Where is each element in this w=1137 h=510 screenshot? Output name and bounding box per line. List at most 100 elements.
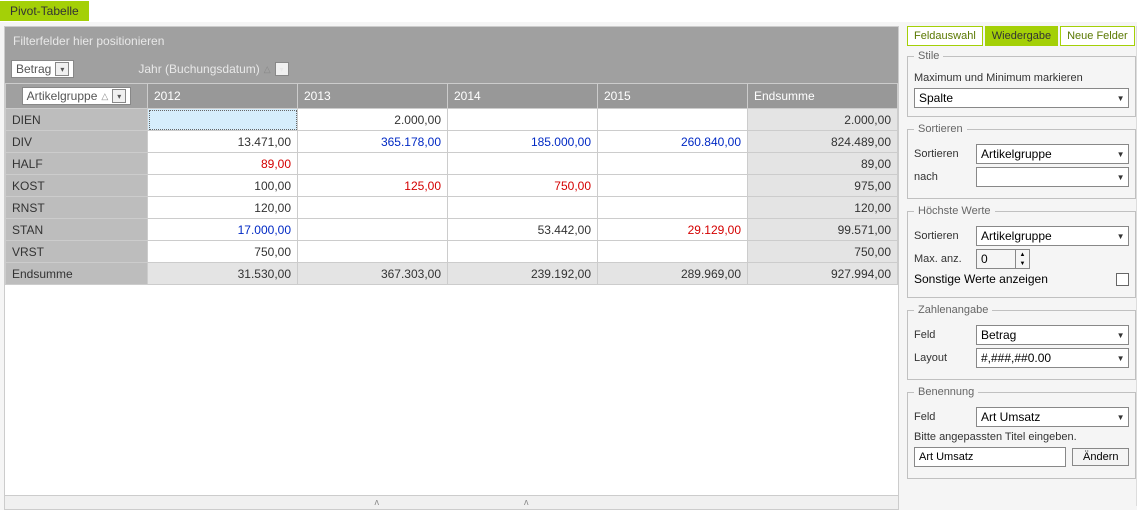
data-cell[interactable] bbox=[298, 241, 448, 263]
hw-other-checkbox[interactable] bbox=[1116, 273, 1129, 286]
row-header[interactable]: STAN bbox=[6, 219, 148, 241]
chevron-down-icon: ▼ bbox=[1117, 94, 1125, 103]
tab-wiedergabe[interactable]: Wiedergabe bbox=[985, 26, 1058, 46]
data-cell[interactable]: 750,00 bbox=[148, 241, 298, 263]
data-cell[interactable]: 17.000,00 bbox=[148, 219, 298, 241]
data-cell[interactable]: 31.530,00 bbox=[148, 263, 298, 285]
group-stile: Stile Maximum und Minimum markieren Spal… bbox=[907, 50, 1136, 117]
row-header[interactable]: VRST bbox=[6, 241, 148, 263]
group-benennung: Benennung Feld Art Umsatz ▼ Bitte angepa… bbox=[907, 386, 1136, 479]
filter-drop-zone[interactable]: Filterfelder hier positionieren bbox=[5, 27, 898, 55]
group-sortieren: Sortieren Sortieren Artikelgruppe ▼ nach… bbox=[907, 123, 1136, 199]
hw-max-spinner[interactable]: 0 ▲▼ bbox=[976, 249, 1030, 269]
data-cell[interactable]: 750,00 bbox=[448, 175, 598, 197]
sort-value: Artikelgruppe bbox=[981, 147, 1052, 161]
legend-stile: Stile bbox=[914, 50, 943, 62]
col-header[interactable]: Endsumme bbox=[748, 84, 898, 109]
data-cell[interactable]: 53.442,00 bbox=[448, 219, 598, 241]
expand-bar[interactable]: ʌ ʌ bbox=[5, 495, 898, 509]
bn-title-input[interactable] bbox=[914, 447, 1066, 467]
data-cell[interactable]: 289.969,00 bbox=[598, 263, 748, 285]
data-cell[interactable] bbox=[598, 109, 748, 131]
data-cell[interactable]: 975,00 bbox=[748, 175, 898, 197]
pivot-grid[interactable]: Artikelgruppe △ ▾2012201320142015Endsumm… bbox=[5, 83, 898, 495]
za-layout-value: #,###,##0.00 bbox=[981, 351, 1051, 365]
data-cell[interactable] bbox=[448, 153, 598, 175]
data-cell[interactable]: 13.471,00 bbox=[148, 131, 298, 153]
data-cell[interactable] bbox=[298, 153, 448, 175]
data-cell[interactable] bbox=[598, 153, 748, 175]
sort-label: Sortieren bbox=[914, 148, 970, 160]
row-header[interactable]: DIV bbox=[6, 131, 148, 153]
col-header[interactable]: 2015 bbox=[598, 84, 748, 109]
data-cell[interactable]: 89,00 bbox=[148, 153, 298, 175]
data-cell[interactable]: 824.489,00 bbox=[748, 131, 898, 153]
data-cell[interactable]: 29.129,00 bbox=[598, 219, 748, 241]
bn-change-button[interactable]: Ändern bbox=[1072, 448, 1129, 466]
col-field-chip[interactable]: Jahr (Buchungsdatum) △ ▾ bbox=[134, 61, 292, 77]
nach-select[interactable]: ▼ bbox=[976, 167, 1129, 187]
sort-select[interactable]: Artikelgruppe ▼ bbox=[976, 144, 1129, 164]
data-cell[interactable]: 125,00 bbox=[298, 175, 448, 197]
legend-sortieren: Sortieren bbox=[914, 123, 967, 135]
data-field-dropdown[interactable]: ▾ bbox=[55, 62, 69, 76]
tab-neue-felder[interactable]: Neue Felder bbox=[1060, 26, 1135, 46]
data-cell[interactable] bbox=[448, 109, 598, 131]
data-cell[interactable]: 260.840,00 bbox=[598, 131, 748, 153]
row-header[interactable]: RNST bbox=[6, 197, 148, 219]
tab-feldauswahl[interactable]: Feldauswahl bbox=[907, 26, 983, 46]
hw-sort-label: Sortieren bbox=[914, 230, 970, 242]
row-header[interactable]: DIEN bbox=[6, 109, 148, 131]
group-hoechste: Höchste Werte Sortieren Artikelgruppe ▼ … bbox=[907, 205, 1136, 298]
data-cell[interactable] bbox=[148, 109, 298, 131]
bn-feld-value: Art Umsatz bbox=[981, 410, 1040, 424]
data-cell[interactable] bbox=[598, 175, 748, 197]
data-cell[interactable] bbox=[448, 197, 598, 219]
col-header[interactable]: 2014 bbox=[448, 84, 598, 109]
row-field-chip[interactable]: Artikelgruppe △ ▾ bbox=[22, 87, 132, 105]
data-cell[interactable] bbox=[598, 197, 748, 219]
spin-up-icon[interactable]: ▲ bbox=[1016, 250, 1029, 259]
legend-hoechste: Höchste Werte bbox=[914, 205, 995, 217]
col-field-dropdown[interactable]: ▾ bbox=[275, 62, 289, 76]
row-header[interactable]: KOST bbox=[6, 175, 148, 197]
data-cell[interactable] bbox=[298, 219, 448, 241]
data-cell[interactable]: 120,00 bbox=[148, 197, 298, 219]
chevron-down-icon: ▼ bbox=[1117, 413, 1125, 422]
col-field-label: Jahr (Buchungsdatum) bbox=[138, 62, 259, 76]
data-cell[interactable]: 2.000,00 bbox=[748, 109, 898, 131]
za-layout-select[interactable]: #,###,##0.00 ▼ bbox=[976, 348, 1129, 368]
pivot-area: Filterfelder hier positionieren Betrag ▾… bbox=[4, 26, 899, 510]
data-cell[interactable]: 99.571,00 bbox=[748, 219, 898, 241]
data-cell[interactable]: 89,00 bbox=[748, 153, 898, 175]
data-cell[interactable]: 2.000,00 bbox=[298, 109, 448, 131]
col-header[interactable]: 2012 bbox=[148, 84, 298, 109]
data-cell[interactable]: 365.178,00 bbox=[298, 131, 448, 153]
data-cell[interactable]: 120,00 bbox=[748, 197, 898, 219]
data-field-chip[interactable]: Betrag ▾ bbox=[11, 60, 74, 78]
data-cell[interactable]: 367.303,00 bbox=[298, 263, 448, 285]
spin-down-icon[interactable]: ▼ bbox=[1016, 259, 1029, 268]
data-cell[interactable] bbox=[598, 241, 748, 263]
data-cell[interactable]: 239.192,00 bbox=[448, 263, 598, 285]
mark-minmax-select[interactable]: Spalte ▼ bbox=[914, 88, 1129, 108]
col-header[interactable]: 2013 bbox=[298, 84, 448, 109]
za-feld-label: Feld bbox=[914, 329, 970, 341]
row-field-dropdown[interactable]: ▾ bbox=[112, 89, 126, 103]
chevron-down-icon: ▼ bbox=[1117, 232, 1125, 241]
data-cell[interactable]: 750,00 bbox=[748, 241, 898, 263]
data-cell[interactable]: 185.000,00 bbox=[448, 131, 598, 153]
chevron-down-icon: ▼ bbox=[1117, 354, 1125, 363]
data-field-label: Betrag bbox=[16, 62, 51, 76]
data-cell[interactable]: 100,00 bbox=[148, 175, 298, 197]
row-header[interactable]: Endsumme bbox=[6, 263, 148, 285]
bn-hint: Bitte angepassten Titel eingeben. bbox=[914, 431, 1129, 443]
data-cell[interactable] bbox=[448, 241, 598, 263]
hw-sort-select[interactable]: Artikelgruppe ▼ bbox=[976, 226, 1129, 246]
za-feld-value: Betrag bbox=[981, 328, 1016, 342]
bn-feld-select[interactable]: Art Umsatz ▼ bbox=[976, 407, 1129, 427]
data-cell[interactable] bbox=[298, 197, 448, 219]
za-feld-select[interactable]: Betrag ▼ bbox=[976, 325, 1129, 345]
row-header[interactable]: HALF bbox=[6, 153, 148, 175]
data-cell[interactable]: 927.994,00 bbox=[748, 263, 898, 285]
